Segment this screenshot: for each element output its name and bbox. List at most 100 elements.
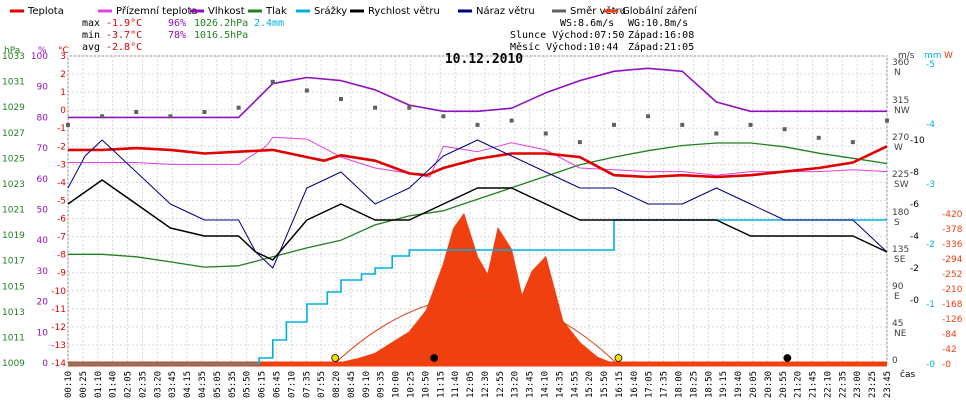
- x-tick-label: 22:35: [838, 371, 848, 398]
- axis-tick-w: -294: [942, 255, 963, 265]
- x-tick-label: 09:10: [362, 371, 372, 398]
- x-tick-label: 18:00: [675, 371, 685, 398]
- axis-tick-mm: -3: [926, 180, 935, 190]
- chart-title: 10.12.2010: [445, 52, 523, 67]
- axis-tick-dir-label: N: [894, 68, 901, 78]
- x-tick-label: 01:10: [94, 371, 104, 398]
- axis-tick-temp: -6: [57, 215, 66, 225]
- x-tick-label: 10:00: [392, 371, 402, 398]
- axis-tick-hpa: 1011: [2, 333, 25, 343]
- legend-label: Teplota: [27, 6, 64, 17]
- moonset-marker: [783, 354, 792, 362]
- x-tick-label: 08:20: [332, 371, 342, 398]
- x-tick-label: 21:45: [809, 371, 819, 398]
- stats-min-press: 1016.5hPa: [194, 30, 248, 41]
- axis-tick-pct: 30: [37, 267, 49, 277]
- wind-direction-point: [168, 114, 173, 119]
- wind-direction-point: [680, 122, 685, 127]
- wind-direction-point: [202, 109, 207, 114]
- x-tick-label: 20:30: [764, 371, 774, 398]
- x-tick-label: 00:10: [64, 371, 74, 398]
- x-tick-label: 17:05: [645, 371, 655, 398]
- x-tick-label: 10:50: [421, 371, 431, 398]
- wind-direction-point: [612, 122, 616, 127]
- axis-tick-hpa: 1025: [2, 154, 25, 164]
- axis-tick-pct: 60: [37, 175, 49, 185]
- stats-max-hum: 96%: [168, 18, 186, 29]
- axis-tick-dir: 135: [892, 245, 909, 255]
- axis-tick-w: -0: [942, 360, 951, 370]
- x-tick-label: 22:10: [823, 371, 833, 398]
- wind-direction-point: [236, 105, 241, 110]
- x-tick-label: 10:25: [406, 371, 416, 398]
- x-tick-label: 05:50: [243, 371, 253, 398]
- axis-tick-ms: -8: [910, 168, 919, 178]
- axis-tick-mm: -1: [926, 300, 935, 310]
- axis-tick-ms: -2: [910, 264, 919, 274]
- stats-sun-rise: Slunce Východ:07:50: [510, 29, 624, 41]
- stats-min-hum: 78%: [168, 30, 186, 41]
- axis-tick-dir-label: W: [894, 143, 903, 153]
- series-humidity: [68, 67, 887, 119]
- legend-label: Rychlost větru: [368, 5, 440, 17]
- axis-tick-mm: -0: [926, 360, 935, 370]
- axis-tick-dir-label: SE: [894, 255, 906, 265]
- axis-tick-hpa: 1029: [2, 103, 25, 113]
- axis-tick-hpa: 1015: [2, 282, 25, 292]
- moonrise-marker: [430, 354, 439, 362]
- stats-moon-rise: Měsíc Východ:10:44: [510, 41, 618, 53]
- wind-direction-point: [543, 131, 548, 136]
- axis-tick-w: -42: [942, 345, 957, 355]
- axis-tick-dir-label: S: [894, 218, 900, 228]
- axis-tick-hpa: 1021: [2, 206, 25, 216]
- stats-min-temp: -3.7°C: [106, 30, 142, 41]
- axis-tick-w: -420: [942, 210, 963, 220]
- axis-tick-ms: -4: [910, 232, 919, 242]
- series-ground-temp: [68, 136, 888, 178]
- x-tick-label: 00:25: [79, 371, 89, 398]
- axis-tick-temp: 2: [60, 70, 66, 80]
- series-wind-gust: [67, 139, 888, 269]
- x-tick-label: 14:10: [541, 371, 551, 398]
- axis-tick-hpa: 1023: [2, 180, 25, 190]
- axis-tick-temp: 3: [60, 52, 66, 62]
- axis-tick-w: -84: [942, 330, 957, 340]
- axis-tick-temp: -1: [57, 124, 66, 134]
- axis-tick-ms: -10: [910, 136, 925, 146]
- axis-tick-temp: -11: [51, 305, 66, 315]
- axis-unit-dir: m/s: [898, 51, 915, 61]
- axis-tick-temp: 1: [60, 88, 66, 98]
- axis-tick-temp: -10: [51, 287, 66, 297]
- axis-tick-pct: 10: [37, 328, 49, 338]
- x-tick-label: 11:15: [436, 371, 446, 398]
- x-tick-label: 16:15: [615, 371, 625, 398]
- axis-tick-temp: 0: [60, 106, 66, 116]
- x-tick-label: 21:20: [794, 371, 804, 398]
- legend-label: Vlhkost: [208, 6, 245, 17]
- axis-tick-hpa: 1033: [2, 52, 25, 62]
- wind-direction-point: [304, 88, 309, 93]
- axis-tick-pct: 40: [37, 236, 49, 246]
- x-tick-label: 14:35: [555, 371, 565, 398]
- sunrise-marker: [331, 354, 340, 362]
- wind-direction-point: [66, 122, 70, 127]
- axis-tick-temp: -12: [51, 323, 66, 333]
- stats-ws: WS:8.6m/s: [560, 18, 614, 29]
- axis-tick-pct: 80: [37, 113, 49, 123]
- x-tick-label: 06:45: [272, 371, 282, 398]
- axis-tick-dir-label: NE: [894, 329, 907, 339]
- x-tick-label: 19:15: [719, 371, 729, 398]
- series-temperature: [68, 145, 888, 179]
- axis-unit-pct: %: [38, 46, 47, 56]
- axis-tick-pct: 70: [37, 144, 49, 154]
- axis-tick-w: -336: [942, 240, 963, 250]
- axis-tick-dir: 360: [892, 58, 909, 68]
- wind-direction-point: [475, 122, 480, 127]
- x-tick-label: 05:05: [213, 371, 223, 398]
- x-tick-label: 12:55: [496, 371, 506, 398]
- x-tick-label: 11:40: [451, 371, 461, 398]
- stats-max-press: 1026.2hPa: [194, 18, 248, 29]
- series-clear-sky-radiation: [333, 297, 618, 365]
- axis-tick-dir: 270: [892, 133, 909, 143]
